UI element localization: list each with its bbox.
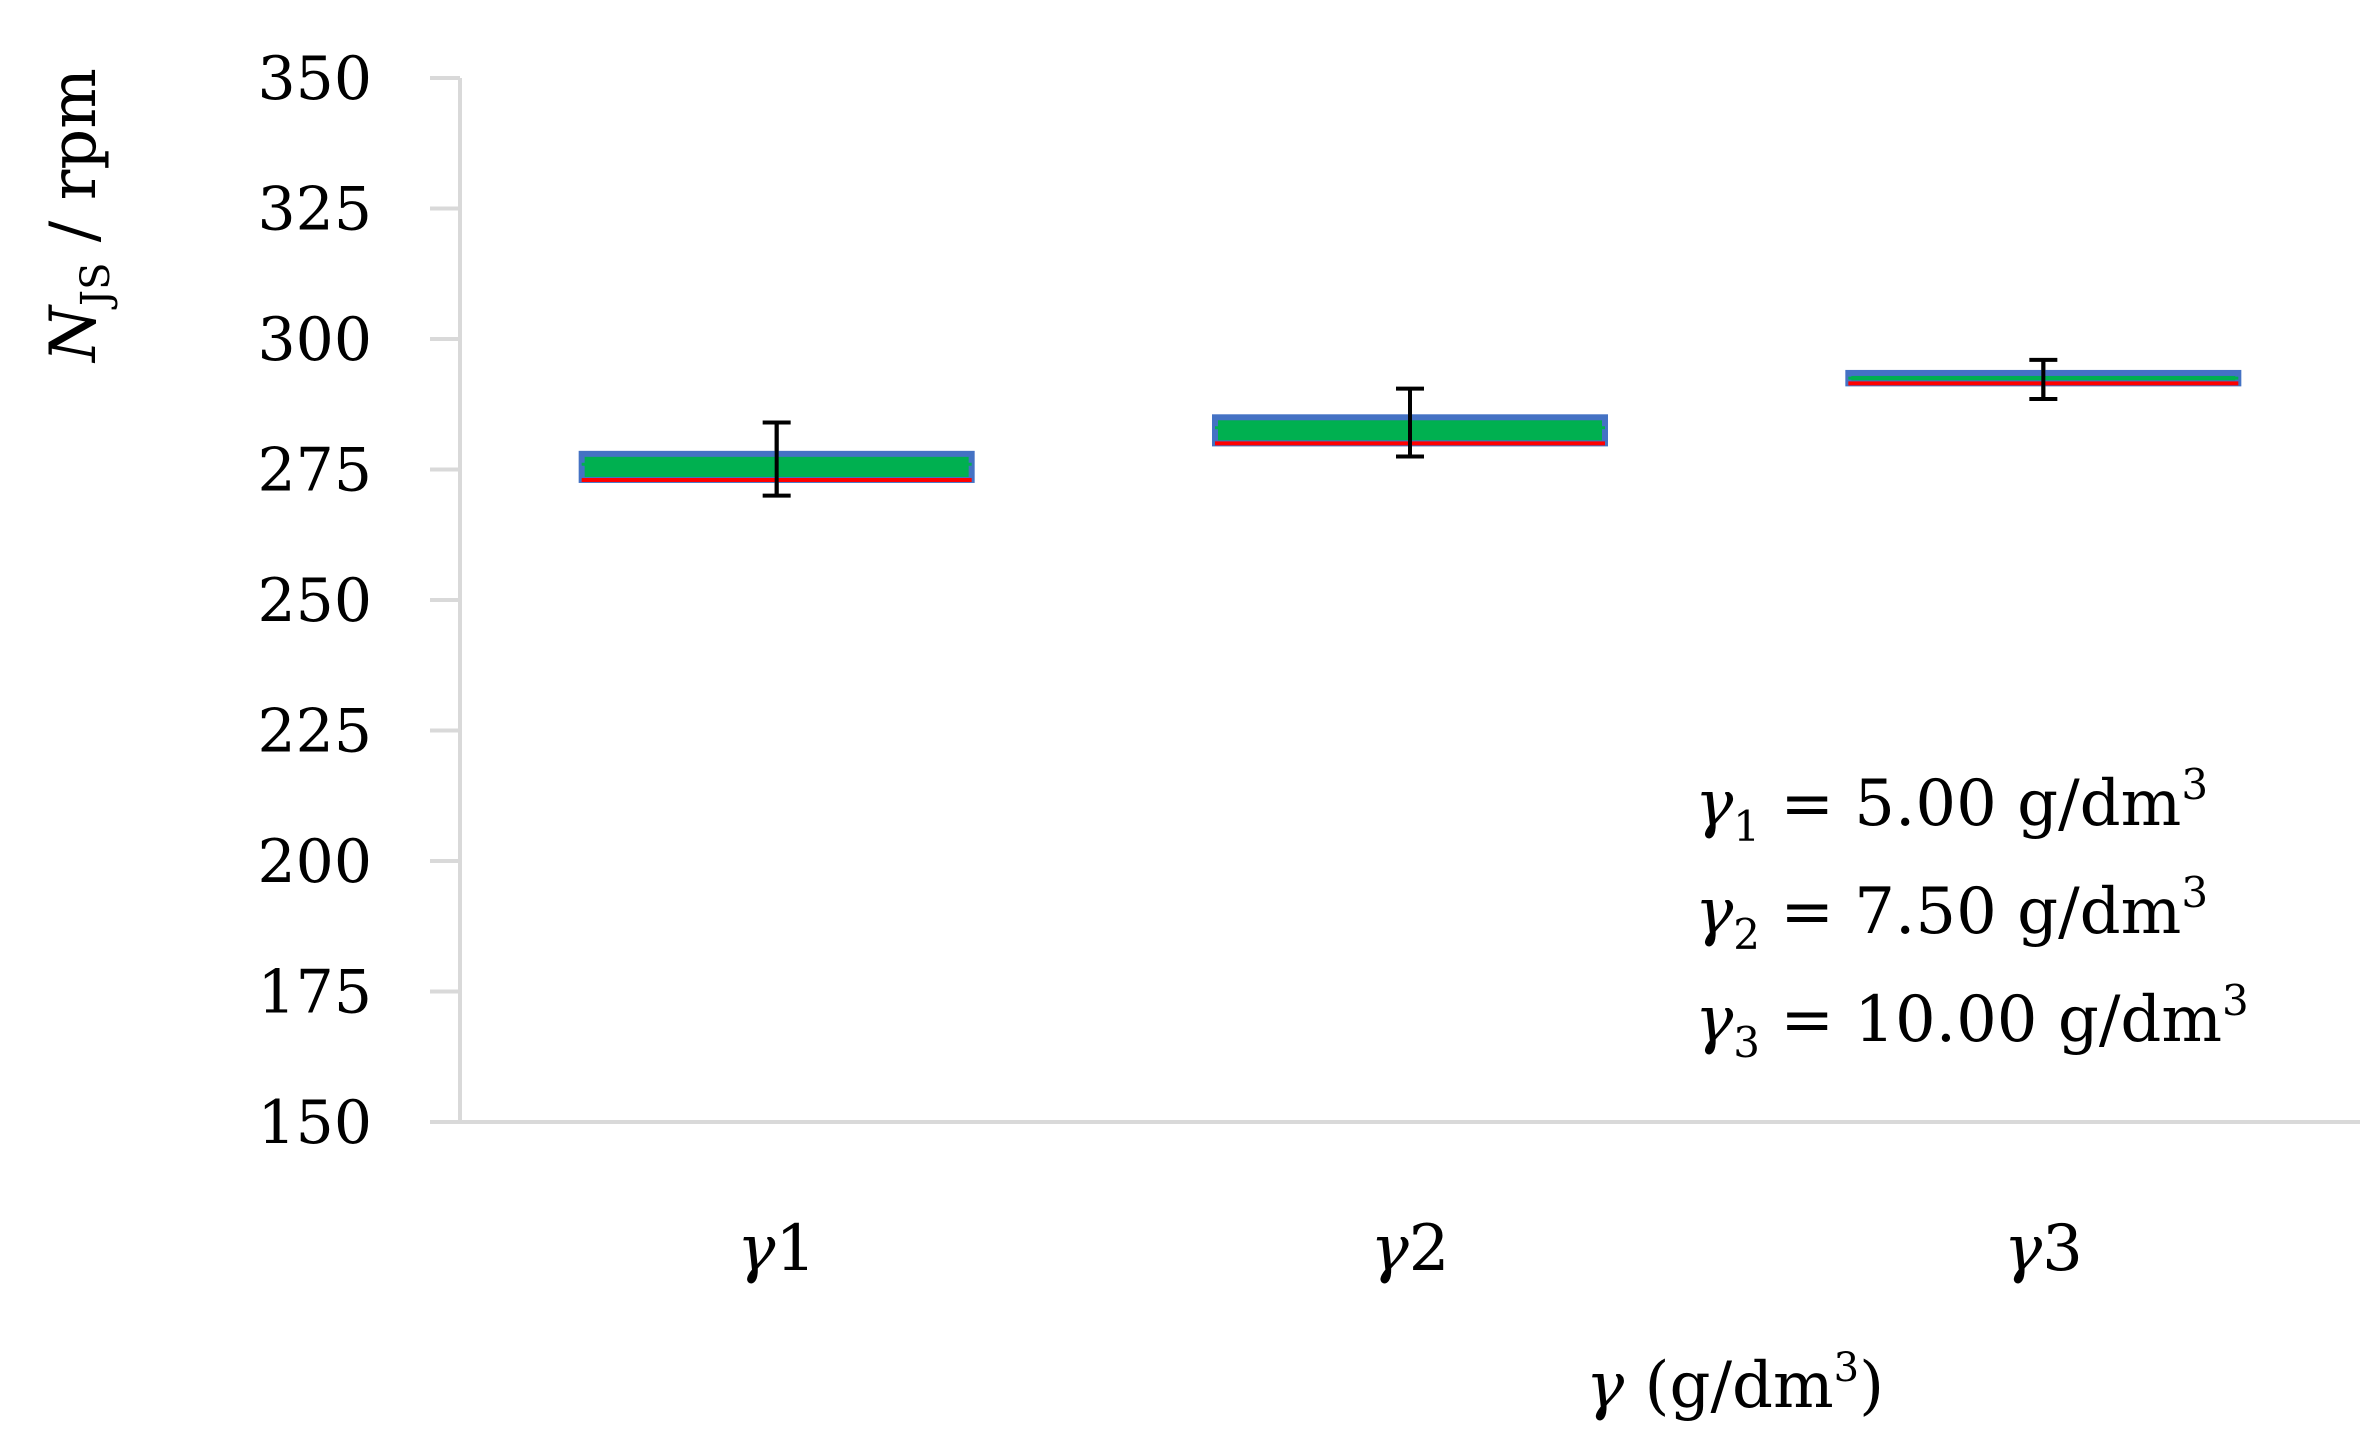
y-tick-label: 275 xyxy=(257,436,372,506)
annotation-subscript: 3 xyxy=(1733,1018,1760,1067)
x-axis-unit-sup: 3 xyxy=(1834,1345,1859,1391)
y-tick-label: 225 xyxy=(257,697,372,767)
box-3 xyxy=(1845,357,2242,402)
y-tick-label: 250 xyxy=(257,566,372,636)
annotation-superscript: 3 xyxy=(2181,760,2208,809)
annotation-symbol: γ xyxy=(1695,983,1734,1057)
x-axis-unit-open: (g/dm xyxy=(1624,1349,1834,1423)
category-index: 3 xyxy=(2042,1212,2083,1286)
x-axis-title: γ (g/dm3) xyxy=(1586,1345,1884,1423)
annotation-superscript: 3 xyxy=(2222,976,2249,1025)
boxes xyxy=(578,357,2242,498)
y-tick-label: 150 xyxy=(257,1088,372,1158)
x-axis-symbol: γ xyxy=(1586,1349,1625,1423)
category-label: γ1 xyxy=(737,1212,816,1286)
annotation-value: = 5.00 g/dm xyxy=(1760,767,2181,841)
annotation-value: = 10.00 g/dm xyxy=(1760,983,2222,1057)
box-2 xyxy=(1212,386,1608,459)
category-symbol: γ xyxy=(1371,1212,1410,1286)
annotation-subscript: 1 xyxy=(1733,802,1760,851)
category-label: γ3 xyxy=(2004,1212,2083,1286)
y-axis-symbol: N xyxy=(37,304,111,364)
y-tick-label: 325 xyxy=(257,175,372,245)
box-1 xyxy=(578,420,975,498)
annotation-symbol: γ xyxy=(1695,767,1734,841)
axes: 150 175 200 225 250 275 300 325 350 xyxy=(257,44,2360,1158)
annotation-subscript: 2 xyxy=(1733,910,1760,959)
annotation-value: = 7.50 g/dm xyxy=(1760,875,2181,949)
y-axis-unit: / rpm xyxy=(37,68,111,263)
category-symbol: γ xyxy=(2004,1212,2043,1286)
category-symbol: γ xyxy=(737,1212,776,1286)
y-ticks: 150 175 200 225 250 275 300 325 350 xyxy=(257,44,460,1158)
y-tick-label: 300 xyxy=(257,305,372,375)
category-index: 1 xyxy=(775,1212,816,1286)
annotation-line-3: γ3 = 10.00 g/dm3 xyxy=(1695,976,2249,1067)
annotation-line-2: γ2 = 7.50 g/dm3 xyxy=(1695,868,2208,959)
y-tick-label: 200 xyxy=(257,827,372,897)
category-labels: γ1 γ2 γ3 xyxy=(737,1212,2083,1286)
y-tick-label: 175 xyxy=(257,958,372,1028)
category-index: 2 xyxy=(1409,1212,1450,1286)
y-axis-title: NJS / rpm xyxy=(37,68,119,364)
category-label: γ2 xyxy=(1371,1212,1450,1286)
annotation-superscript: 3 xyxy=(2181,868,2208,917)
y-axis-subscript: JS xyxy=(73,263,119,310)
annotation-symbol: γ xyxy=(1695,875,1734,949)
y-tick-label: 350 xyxy=(257,44,372,114)
annotation-line-1: γ1 = 5.00 g/dm3 xyxy=(1695,760,2208,851)
x-axis-unit-close: ) xyxy=(1859,1349,1884,1423)
